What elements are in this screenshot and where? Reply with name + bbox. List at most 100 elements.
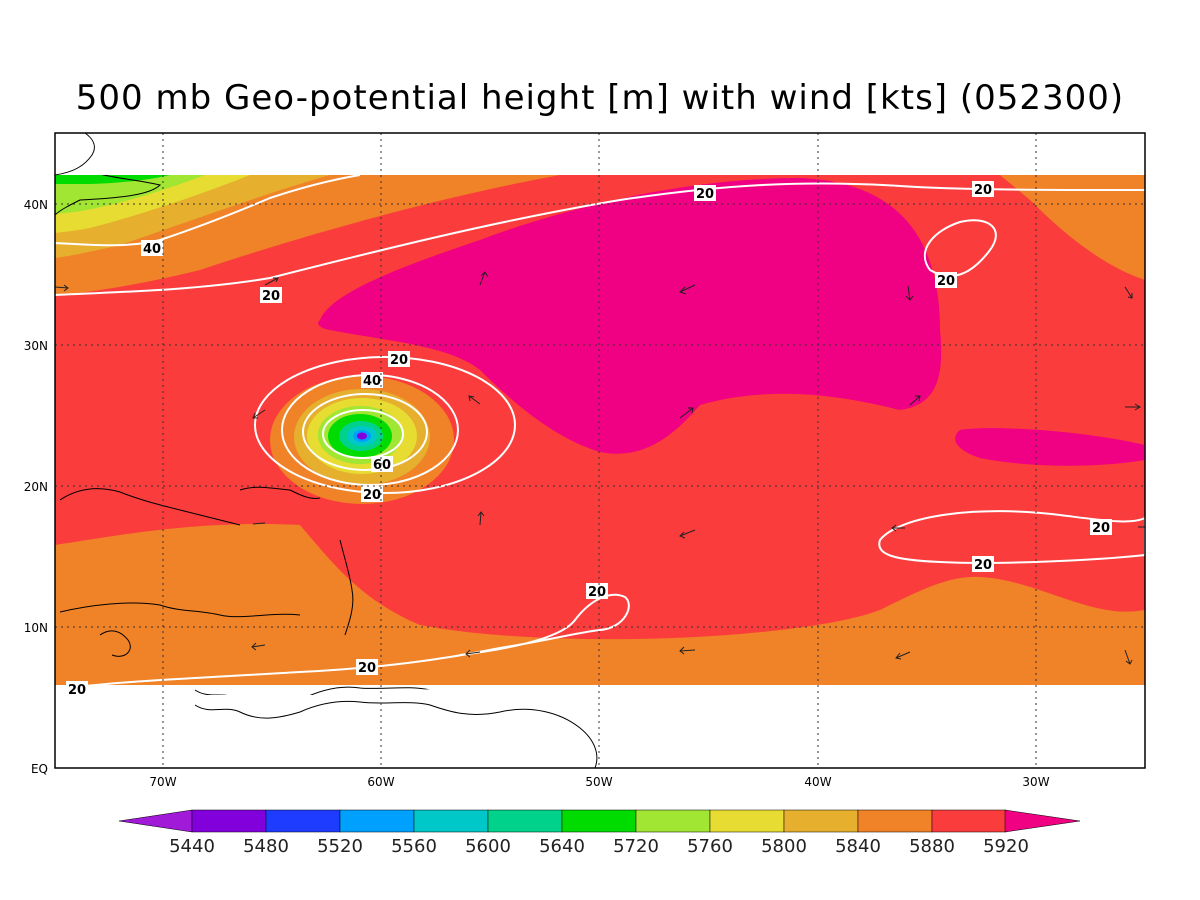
colorbar-label: 5840 — [835, 836, 881, 857]
svg-text:20: 20 — [937, 274, 955, 289]
field-5840-patch — [255, 574, 337, 610]
lon-tick-70w: 70W — [149, 775, 176, 789]
contour-label: 20 — [972, 556, 994, 573]
svg-text:20: 20 — [390, 353, 408, 368]
wind-arrow — [479, 271, 489, 286]
gridlines — [55, 133, 1145, 768]
field-5640-nw — [55, 175, 170, 184]
colorbar-label: 5760 — [687, 836, 733, 857]
contour-label: 20 — [586, 583, 608, 600]
colorbar-min-arrow — [118, 809, 193, 833]
wind-arrow — [679, 646, 696, 655]
field-5840-s — [55, 524, 1145, 685]
contour-label: 20 — [1090, 519, 1112, 536]
svg-text:20: 20 — [262, 289, 280, 304]
lat-tick-10n: 10N — [24, 621, 48, 635]
wind-arrow — [465, 649, 481, 658]
colorbar-swatch — [339, 809, 415, 833]
lon-tick-50w: 50W — [585, 775, 612, 789]
wind-contour-40-nw — [54, 174, 361, 247]
colorbar-swatch — [931, 809, 1007, 833]
field-5840-ne — [1000, 175, 1145, 280]
colorbar-label: 5440 — [169, 836, 215, 857]
contour-label: 40 — [141, 240, 163, 257]
wind-arrow — [1124, 649, 1133, 665]
wind-arrow — [895, 651, 911, 660]
colorbar-swatch — [487, 809, 563, 833]
colorbar: 5440 5480 5520 5560 5600 5640 5720 5760 … — [118, 809, 1081, 857]
contour-label: 60 — [371, 456, 393, 473]
wind-arrow — [891, 524, 905, 532]
colorbar-swatch — [413, 809, 489, 833]
colorbar-label: 5520 — [317, 836, 363, 857]
lon-tick-30w: 30W — [1022, 775, 1049, 789]
wind-contour-20-ne — [923, 219, 997, 277]
wind-arrow — [679, 284, 696, 295]
svg-text:20: 20 — [1092, 521, 1110, 536]
colorbar-label: 5600 — [465, 836, 511, 857]
contour-label: 20 — [260, 287, 282, 304]
colorbar-label: 5480 — [243, 836, 289, 857]
contour-label: 20 — [972, 181, 994, 198]
wind-contour-80-hurricane — [322, 409, 404, 459]
svg-text:20: 20 — [358, 661, 376, 676]
colorbar-swatch — [561, 809, 637, 833]
wind-arrow — [905, 285, 914, 301]
wind-contour-60-hurricane — [302, 393, 428, 471]
colorbar-swatch — [709, 809, 785, 833]
colorbar-label: 5640 — [539, 836, 585, 857]
svg-text:20: 20 — [588, 585, 606, 600]
wind-arrow — [252, 522, 266, 525]
lon-tick-40w: 40W — [804, 775, 831, 789]
lat-tick-eq: EQ — [31, 762, 48, 776]
field-5920-high — [318, 178, 942, 454]
svg-text:20: 20 — [696, 187, 714, 202]
svg-text:20: 20 — [974, 558, 992, 573]
wind-arrow — [679, 529, 696, 539]
svg-text:20: 20 — [974, 183, 992, 198]
wind-arrow — [1124, 286, 1133, 299]
filled-height-field — [55, 133, 1145, 768]
svg-text:40: 40 — [143, 242, 161, 257]
svg-text:60: 60 — [373, 458, 391, 473]
wind-arrow — [1125, 403, 1141, 411]
chart-title: 500 mb Geo-potential height [m] with win… — [75, 78, 1125, 118]
colorbar-label: 5720 — [613, 836, 659, 857]
field-5920-east — [955, 428, 1145, 466]
plot-frame — [54, 132, 1146, 769]
contour-label: 20 — [935, 272, 957, 289]
svg-text:20: 20 — [68, 683, 86, 698]
contour-label: 40 — [361, 372, 383, 389]
wind-arrow — [909, 395, 921, 406]
colorbar-labels: 5440 5480 5520 5560 5600 5640 5720 5760 … — [169, 836, 1029, 857]
wind-arrow — [679, 407, 694, 419]
lat-tick-labels: EQ 10N 20N 30N 40N — [24, 198, 48, 776]
colorbar-max-arrow — [1004, 809, 1081, 833]
contour-label: 20 — [356, 659, 378, 676]
colorbar-label: 5800 — [761, 836, 807, 857]
wind-arrow — [264, 277, 279, 286]
wind-contour-20-north — [54, 182, 1146, 296]
colorbar-swatches — [191, 809, 1007, 833]
lon-tick-labels: 70W 60W 50W 40W 30W — [149, 775, 1049, 789]
contour-labels: 40 20 20 20 20 20 40 60 20 20 20 20 20 2… — [66, 181, 1112, 698]
contour-label: 20 — [361, 486, 383, 503]
no-data-north — [55, 133, 1145, 175]
lat-tick-20n: 20N — [24, 480, 48, 494]
wind-vectors — [54, 271, 1145, 665]
wind-arrow — [477, 511, 485, 526]
wind-arrow — [252, 409, 266, 419]
south-america-coast — [194, 700, 598, 769]
contour-label: 20 — [66, 681, 88, 698]
colorbar-swatch — [265, 809, 341, 833]
colorbar-label: 5560 — [391, 836, 437, 857]
colorbar-swatch — [635, 809, 711, 833]
wind-contour-20-hurricane — [254, 356, 516, 494]
north-america-coast — [54, 132, 95, 176]
colorbar-swatch — [783, 809, 859, 833]
colorbar-label: 5880 — [909, 836, 955, 857]
svg-text:40: 40 — [363, 374, 381, 389]
colorbar-label: 5920 — [983, 836, 1029, 857]
contour-label: 20 — [388, 351, 410, 368]
